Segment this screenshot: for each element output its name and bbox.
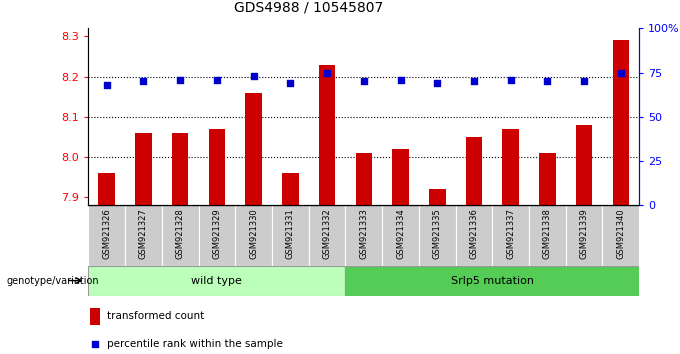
Text: wild type: wild type [192,275,242,286]
Point [138,79,149,84]
Bar [456,205,492,266]
Text: GSM921328: GSM921328 [175,208,185,259]
Bar [209,129,225,205]
Text: GSM921333: GSM921333 [359,208,369,259]
Point [211,77,222,82]
Bar [88,205,125,266]
Bar [566,205,602,266]
Bar [90,308,100,325]
Point [175,77,186,82]
Point [90,342,101,347]
Point [579,79,590,84]
Point [432,80,443,86]
Text: GSM921336: GSM921336 [469,208,479,259]
Bar [345,205,382,266]
Bar [429,189,445,205]
Bar [235,205,272,266]
Text: GSM921332: GSM921332 [322,208,332,259]
Bar [245,93,262,205]
Bar [392,149,409,205]
Text: GSM921329: GSM921329 [212,208,222,259]
Text: GSM921339: GSM921339 [579,208,589,259]
Point [469,79,479,84]
Text: GSM921331: GSM921331 [286,208,295,259]
Bar [135,133,152,205]
Bar [356,153,372,205]
Text: GSM921338: GSM921338 [543,208,552,259]
Bar [382,205,419,266]
Bar [199,205,235,266]
Bar [172,133,188,205]
Text: percentile rank within the sample: percentile rank within the sample [107,339,282,349]
Bar [503,129,519,205]
Point [101,82,112,88]
Bar [282,173,299,205]
Point [542,79,553,84]
Bar [539,153,556,205]
Bar [99,173,115,205]
Text: GSM921327: GSM921327 [139,208,148,259]
Bar [613,40,629,205]
Text: GSM921334: GSM921334 [396,208,405,259]
Text: GSM921326: GSM921326 [102,208,112,259]
Bar [529,205,566,266]
Text: genotype/variation: genotype/variation [7,275,99,286]
Text: GSM921330: GSM921330 [249,208,258,259]
Bar [309,205,345,266]
Bar [345,266,639,296]
Point [505,77,516,82]
Bar [272,205,309,266]
Point [395,77,406,82]
Bar [88,266,345,296]
Text: GSM921340: GSM921340 [616,208,626,259]
Text: GDS4988 / 10545807: GDS4988 / 10545807 [234,0,384,14]
Bar [125,205,162,266]
Point [248,73,259,79]
Bar [492,205,529,266]
Bar [162,205,199,266]
Point [615,70,626,75]
Text: Srlp5 mutation: Srlp5 mutation [451,275,534,286]
Point [322,70,333,75]
Point [358,79,369,84]
Text: GSM921335: GSM921335 [432,208,442,259]
Text: transformed count: transformed count [107,311,204,321]
Bar [602,205,639,266]
Bar [419,205,456,266]
Point [285,80,296,86]
Bar [576,125,592,205]
Bar [319,64,335,205]
Bar [466,137,482,205]
Text: GSM921337: GSM921337 [506,208,515,259]
